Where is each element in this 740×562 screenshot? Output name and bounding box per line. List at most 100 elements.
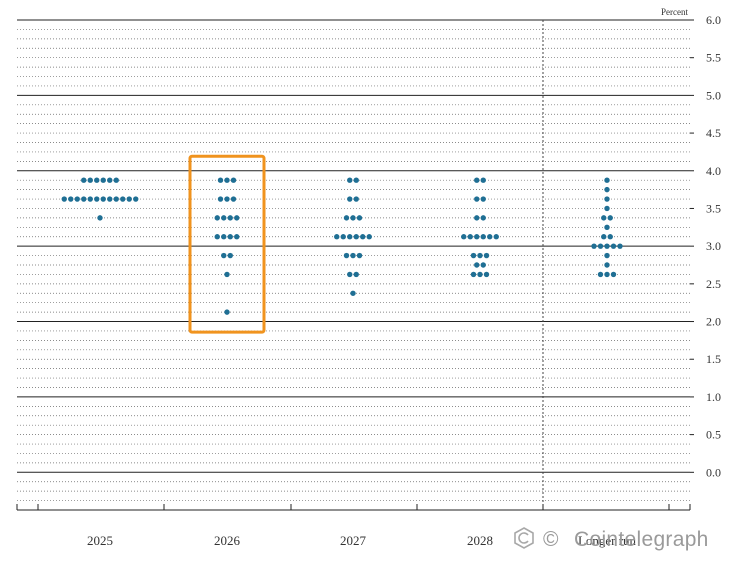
dot-marker xyxy=(217,177,224,183)
dot-marker xyxy=(353,196,359,202)
dot-marker xyxy=(234,215,240,221)
dot-marker xyxy=(100,177,106,183)
dot-marker xyxy=(347,234,353,240)
dot-marker xyxy=(353,177,359,183)
y-axis-tick-label: 1.5 xyxy=(706,352,721,366)
dot-marker xyxy=(604,196,610,202)
dot-marker xyxy=(480,215,486,221)
x-axis-category-label: 2027 xyxy=(340,533,367,548)
dot-marker xyxy=(487,234,493,240)
dot-marker xyxy=(480,196,486,202)
dot-marker xyxy=(610,243,617,249)
dot-marker xyxy=(107,177,113,183)
dot-marker xyxy=(221,252,227,259)
dot-marker xyxy=(340,234,346,240)
dot-marker xyxy=(87,177,93,183)
dot-marker xyxy=(360,234,366,240)
dot-marker xyxy=(604,262,610,268)
dot-marker xyxy=(227,215,233,221)
dot-marker xyxy=(601,215,607,221)
dot-marker xyxy=(474,234,480,240)
dot-marker xyxy=(470,271,477,278)
highlight-box xyxy=(188,154,266,334)
dot-marker xyxy=(356,252,363,259)
dot-marker xyxy=(74,196,80,202)
dot-marker xyxy=(113,177,119,183)
x-axis xyxy=(16,504,691,511)
dot-marker xyxy=(604,186,610,193)
dot-marker xyxy=(224,177,230,183)
dot-marker xyxy=(126,196,132,202)
dot-marker xyxy=(133,196,139,202)
y-axis-tick-label: 1.0 xyxy=(706,390,721,404)
dot-marker xyxy=(604,205,610,212)
y-axis-tick-label: 5.5 xyxy=(706,51,721,65)
dot-marker xyxy=(467,234,473,240)
dot-marker xyxy=(221,234,227,240)
dot-marker xyxy=(107,196,113,202)
y-axis-tick-label: 4.0 xyxy=(706,164,721,178)
dot-marker xyxy=(480,234,486,240)
dot-marker xyxy=(120,196,126,202)
dot-marker xyxy=(350,290,356,296)
dot-marker xyxy=(234,234,240,240)
dot-marker xyxy=(604,252,610,259)
dot-marker xyxy=(227,234,233,240)
dot-marker xyxy=(477,271,483,278)
dot-marker xyxy=(224,309,230,315)
dot-marker xyxy=(474,177,480,183)
dot-marker xyxy=(480,262,486,268)
dot-marker xyxy=(353,271,359,278)
dot-marker xyxy=(493,234,499,240)
x-axis-category-label: Longer run xyxy=(578,533,637,548)
dot-marker xyxy=(347,177,353,183)
dot-marker xyxy=(230,177,237,183)
grid-lines xyxy=(17,19,690,501)
y-axis-tick-label: 4.5 xyxy=(706,126,721,140)
dot-marker xyxy=(343,215,350,221)
y-axis-tick-label: 2.5 xyxy=(706,277,721,291)
dot-marker xyxy=(474,262,480,268)
y-axis-tick-label: 6.0 xyxy=(706,13,721,27)
x-axis-category-label: 2028 xyxy=(467,533,493,548)
dot-marker xyxy=(94,177,100,183)
dot-marker xyxy=(356,215,363,221)
dot-marker xyxy=(601,234,607,240)
x-axis-category-label: 2026 xyxy=(214,533,241,548)
watermark-text: Cointelegraph xyxy=(574,528,709,551)
dot-marker xyxy=(480,177,486,183)
x-axis-category-labels: 2025 2026 2027 2028 Longer run xyxy=(87,533,637,548)
dots xyxy=(61,177,623,315)
dot-marker xyxy=(350,215,356,221)
dot-marker xyxy=(217,196,224,202)
watermark: Cointelegraph © xyxy=(514,527,709,551)
y-axis-tick-label: 5.0 xyxy=(706,88,721,102)
dot-marker xyxy=(617,243,623,249)
dot-marker xyxy=(334,234,340,240)
dot-marker xyxy=(604,177,610,183)
dot-marker xyxy=(97,215,103,221)
dot-marker xyxy=(224,196,230,202)
y-axis-tick-label: 3.0 xyxy=(706,239,721,253)
dot-marker xyxy=(68,196,74,202)
dot-marker xyxy=(604,224,610,231)
dot-marker xyxy=(227,252,233,259)
cointelegraph-logo-icon xyxy=(514,527,534,549)
dot-marker xyxy=(366,234,372,240)
dot-marker xyxy=(607,215,613,221)
dot-marker xyxy=(604,243,610,249)
dot-marker xyxy=(597,271,604,278)
dot-marker xyxy=(343,252,350,259)
dot-marker xyxy=(214,234,220,240)
dot-marker xyxy=(224,271,230,278)
y-axis-tick-label: 0.5 xyxy=(706,428,721,442)
dot-marker xyxy=(230,196,237,202)
dot-marker xyxy=(474,196,480,202)
y-axis-tick-label: 3.5 xyxy=(706,201,721,215)
dot-marker xyxy=(100,196,106,202)
dot-marker xyxy=(94,196,100,202)
dot-marker xyxy=(221,215,227,221)
dot-marker xyxy=(477,252,483,259)
y-axis-tick-label: 0.0 xyxy=(706,465,721,479)
